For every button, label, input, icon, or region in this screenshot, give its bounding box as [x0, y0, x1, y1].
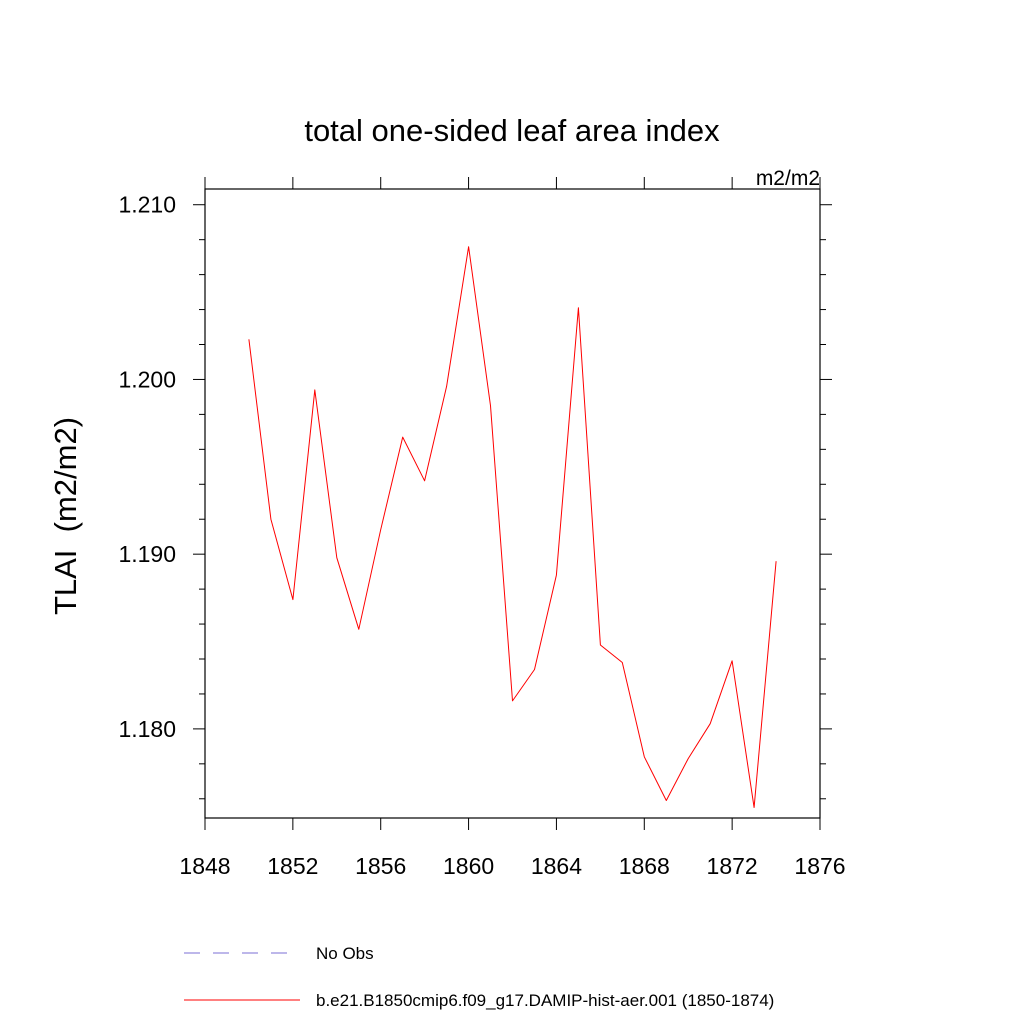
x-tick-label: 1864 [531, 853, 582, 879]
y-tick-label: 1.180 [118, 716, 176, 742]
x-tick-label: 1868 [619, 853, 670, 879]
chart-title: total one-sided leaf area index [304, 113, 720, 148]
legend: No Obs b.e21.B1850cmip6.f09_g17.DAMIP-hi… [184, 944, 774, 1010]
x-tick-label: 1872 [707, 853, 758, 879]
legend-label-model: b.e21.B1850cmip6.f09_g17.DAMIP-hist-aer.… [316, 991, 774, 1010]
series-layer [248, 246, 777, 808]
y-tick-label: 1.210 [118, 192, 176, 218]
plot-frame [204, 188, 821, 819]
y-tick-label: 1.190 [118, 541, 176, 567]
tick-labels: 1848 1852 1856 1860 1864 1868 1872 1876 1.180 1.1… [118, 192, 845, 879]
x-tick-label: 1860 [443, 853, 494, 879]
legend-label-no-obs: No Obs [316, 944, 374, 963]
x-tick-label: 1852 [267, 853, 318, 879]
axis-ticks [193, 177, 832, 830]
y-axis-label: TLAI (m2/m2) [48, 417, 83, 615]
y-tick-label: 1.200 [118, 366, 176, 392]
x-tick-label: 1876 [794, 853, 845, 879]
series-line [248, 246, 777, 808]
units-label: m2/m2 [756, 167, 820, 190]
x-tick-label: 1848 [179, 853, 230, 879]
x-tick-label: 1856 [355, 853, 406, 879]
